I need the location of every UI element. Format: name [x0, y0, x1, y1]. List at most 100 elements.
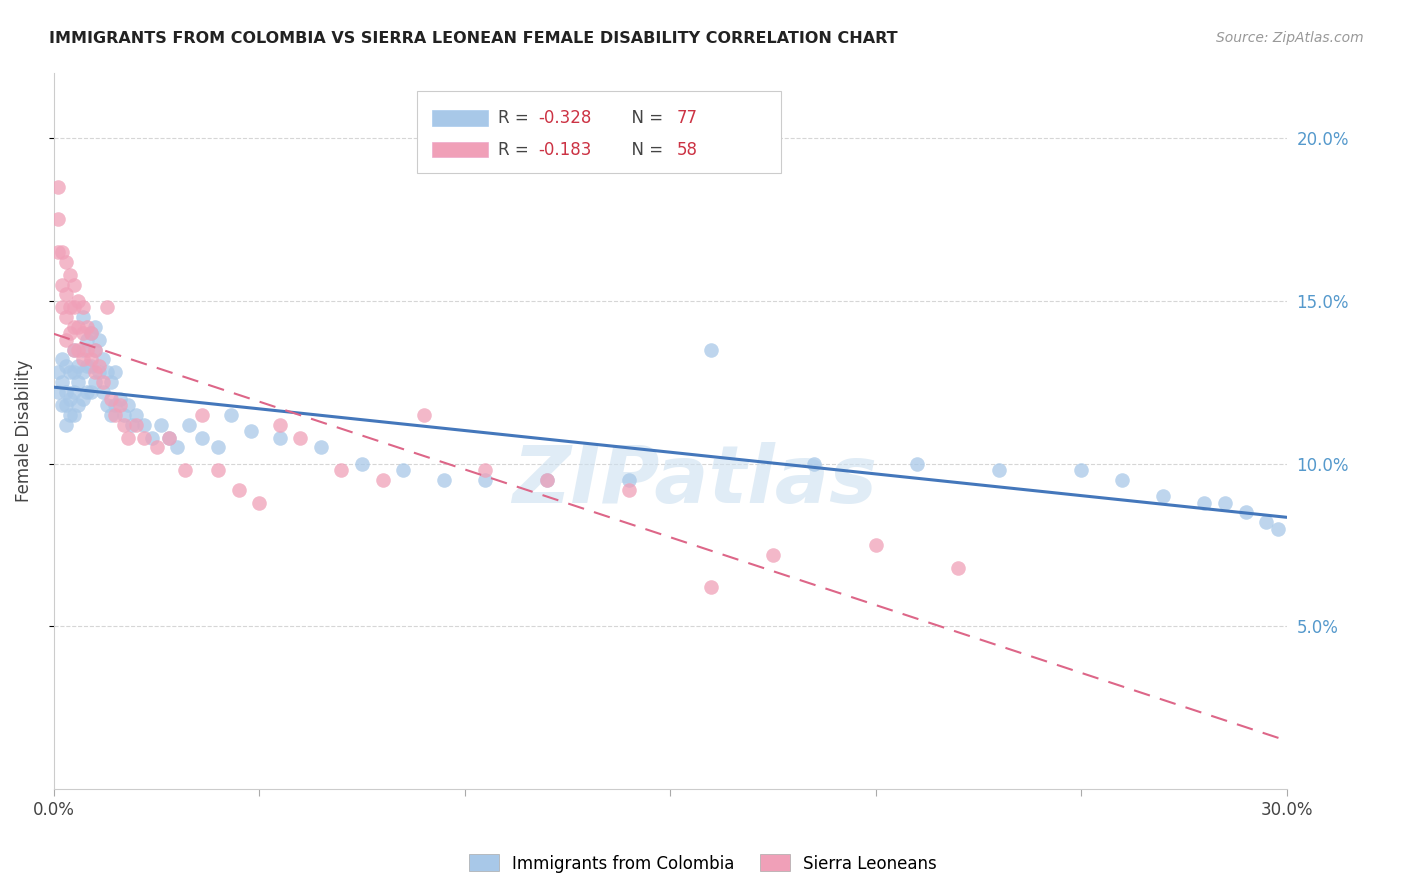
Point	[112, 417, 135, 432]
Point	[59, 408, 82, 422]
Point	[63, 319, 86, 334]
Point	[108, 398, 131, 412]
Point	[174, 463, 197, 477]
Point	[100, 376, 122, 390]
Point	[100, 408, 122, 422]
Point	[72, 310, 94, 325]
Point	[141, 431, 163, 445]
Point	[67, 343, 90, 357]
Point	[63, 343, 86, 357]
Point	[59, 326, 82, 341]
Text: Source: ZipAtlas.com: Source: ZipAtlas.com	[1216, 31, 1364, 45]
Point	[46, 366, 69, 380]
Point	[987, 463, 1010, 477]
Point	[72, 392, 94, 406]
Point	[67, 398, 90, 412]
Point	[108, 392, 131, 406]
Text: 77: 77	[676, 109, 697, 127]
Point	[700, 343, 723, 357]
Point	[46, 245, 69, 260]
Text: N =: N =	[621, 109, 668, 127]
Point	[67, 319, 90, 334]
Point	[91, 376, 114, 390]
Point	[76, 333, 98, 347]
Point	[269, 431, 291, 445]
Text: 58: 58	[676, 141, 697, 159]
Point	[55, 417, 77, 432]
Point	[247, 496, 270, 510]
Point	[125, 417, 148, 432]
Point	[55, 359, 77, 373]
Point	[1254, 515, 1277, 529]
Point	[474, 473, 496, 487]
Point	[1267, 522, 1289, 536]
Point	[84, 343, 107, 357]
Point	[104, 398, 127, 412]
Point	[91, 384, 114, 399]
Point	[865, 538, 887, 552]
Point	[330, 463, 353, 477]
Point	[191, 408, 214, 422]
Point	[100, 392, 122, 406]
Point	[46, 212, 69, 227]
Point	[134, 417, 156, 432]
Point	[72, 352, 94, 367]
Point	[46, 384, 69, 399]
Point	[91, 352, 114, 367]
Point	[392, 463, 415, 477]
Point	[51, 301, 73, 315]
Point	[67, 293, 90, 308]
Point	[76, 319, 98, 334]
Point	[191, 431, 214, 445]
Point	[84, 376, 107, 390]
Point	[762, 548, 785, 562]
Point	[433, 473, 456, 487]
Point	[104, 408, 127, 422]
Point	[51, 245, 73, 260]
Point	[63, 301, 86, 315]
Point	[134, 431, 156, 445]
Point	[145, 441, 167, 455]
FancyBboxPatch shape	[432, 142, 488, 158]
Point	[55, 384, 77, 399]
Point	[63, 408, 86, 422]
Point	[207, 463, 229, 477]
Point	[219, 408, 242, 422]
Point	[121, 417, 143, 432]
Point	[207, 441, 229, 455]
Point	[84, 366, 107, 380]
Y-axis label: Female Disability: Female Disability	[15, 359, 32, 502]
Point	[474, 463, 496, 477]
Text: R =: R =	[498, 109, 534, 127]
Point	[55, 255, 77, 269]
Point	[55, 333, 77, 347]
Point	[80, 352, 103, 367]
Point	[51, 398, 73, 412]
FancyBboxPatch shape	[418, 91, 782, 173]
Point	[617, 483, 640, 497]
Point	[51, 277, 73, 292]
Point	[55, 287, 77, 301]
Point	[1111, 473, 1133, 487]
Point	[157, 431, 180, 445]
Text: -0.328: -0.328	[538, 109, 592, 127]
Point	[96, 301, 118, 315]
Point	[1234, 506, 1257, 520]
Point	[72, 301, 94, 315]
Point	[63, 384, 86, 399]
Point	[96, 366, 118, 380]
Point	[117, 431, 139, 445]
Point	[350, 457, 373, 471]
Point	[87, 359, 110, 373]
Point	[67, 359, 90, 373]
Point	[51, 376, 73, 390]
Point	[72, 326, 94, 341]
Point	[1194, 496, 1216, 510]
Point	[290, 431, 312, 445]
Point	[80, 326, 103, 341]
Point	[157, 431, 180, 445]
Text: N =: N =	[621, 141, 668, 159]
Point	[104, 366, 127, 380]
Point	[84, 343, 107, 357]
Point	[905, 457, 928, 471]
